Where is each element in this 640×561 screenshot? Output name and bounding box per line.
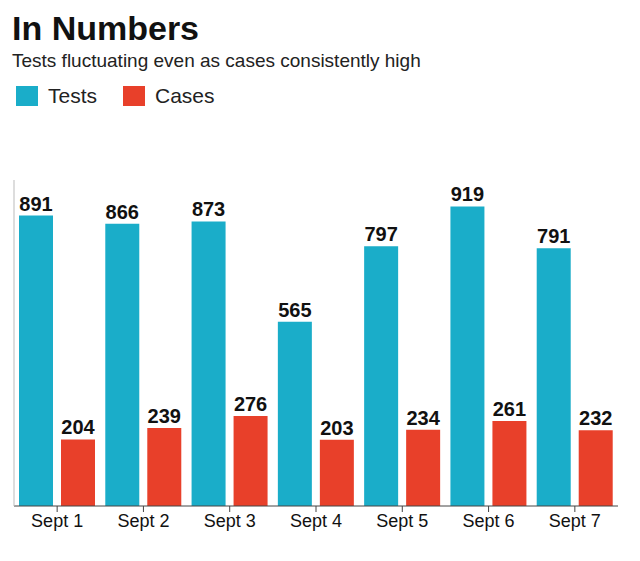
svg-text:239: 239 xyxy=(148,405,181,427)
svg-text:565: 565 xyxy=(278,299,311,321)
svg-text:203: 203 xyxy=(320,417,353,439)
svg-text:Sept 3: Sept 3 xyxy=(204,511,256,531)
html-text:Tests: Tests xyxy=(48,84,97,107)
svg-text:Sept 7: Sept 7 xyxy=(549,511,601,531)
svg-text:232: 232 xyxy=(579,407,612,429)
svg-text:Sept 5: Sept 5 xyxy=(376,511,428,531)
svg-text:276: 276 xyxy=(234,393,267,415)
svg-text:234: 234 xyxy=(406,407,440,429)
svg-text:797: 797 xyxy=(364,223,397,245)
svg-text:261: 261 xyxy=(493,398,526,420)
svg-text:873: 873 xyxy=(192,198,225,220)
svg-text:891: 891 xyxy=(19,193,52,215)
html-text:In Numbers: In Numbers xyxy=(12,9,199,47)
svg-text:204: 204 xyxy=(61,416,95,438)
svg-text:Sept 2: Sept 2 xyxy=(117,511,169,531)
svg-text:866: 866 xyxy=(106,201,139,223)
html-text:Tests fluctuating even as case: Tests fluctuating even as cases consiste… xyxy=(12,50,421,71)
svg-text:791: 791 xyxy=(537,225,570,247)
svg-text:Sept 6: Sept 6 xyxy=(463,511,515,531)
svg-text:Sept 4: Sept 4 xyxy=(290,511,342,531)
html-text:Cases: Cases xyxy=(155,84,215,107)
svg-text:Sept 1: Sept 1 xyxy=(31,511,83,531)
svg-text:919: 919 xyxy=(451,183,484,205)
